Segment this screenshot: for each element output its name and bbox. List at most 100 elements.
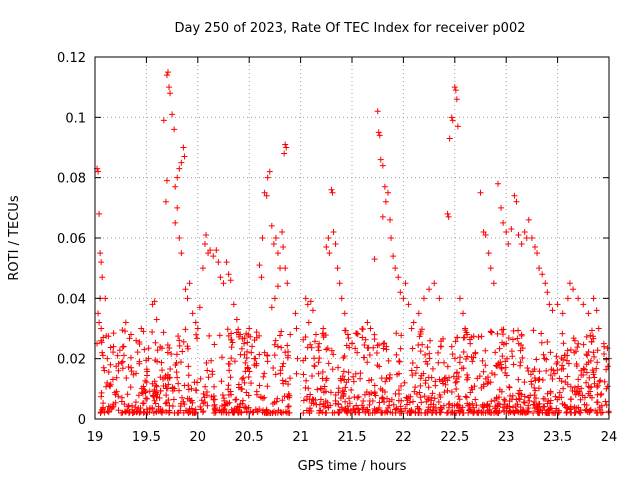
data-point — [97, 250, 104, 257]
background-point — [583, 361, 590, 368]
data-point — [387, 216, 394, 223]
background-point — [242, 368, 249, 375]
data-point — [217, 274, 224, 281]
background-point — [591, 380, 598, 387]
background-point — [311, 338, 318, 345]
background-point — [109, 376, 116, 383]
background-point — [264, 409, 271, 416]
background-point — [417, 375, 424, 382]
data-point — [490, 280, 497, 287]
background-point — [354, 331, 361, 338]
background-point — [517, 362, 524, 369]
background-point — [119, 343, 126, 350]
background-point — [167, 366, 174, 373]
data-point — [452, 87, 459, 94]
background-point — [278, 328, 285, 335]
background-point — [225, 382, 232, 389]
data-point — [268, 222, 275, 229]
background-point — [478, 333, 485, 340]
background-point — [453, 370, 460, 377]
background-point — [496, 386, 503, 393]
background-point — [318, 385, 325, 392]
background-point — [484, 374, 491, 381]
background-point — [556, 394, 563, 401]
background-point — [417, 382, 424, 389]
background-point — [543, 409, 550, 416]
x-axis-label: GPS time / hours — [298, 459, 407, 474]
data-point — [336, 280, 343, 287]
background-point — [208, 357, 215, 364]
data-point — [261, 189, 268, 196]
background-point — [233, 396, 240, 403]
background-point — [572, 391, 579, 398]
background-point — [594, 359, 601, 366]
background-point — [154, 347, 161, 354]
background-point — [587, 388, 594, 395]
background-point — [598, 390, 605, 397]
background-point — [189, 399, 196, 406]
background-point — [237, 351, 244, 358]
data-point — [164, 69, 171, 76]
background-point — [115, 367, 122, 374]
data-point — [268, 304, 275, 311]
background-point — [436, 376, 443, 383]
data-point — [302, 295, 309, 302]
background-point — [407, 393, 414, 400]
y-tick-label: 0.02 — [57, 353, 86, 368]
background-point — [307, 391, 314, 398]
background-point — [551, 370, 558, 377]
background-point — [460, 365, 467, 372]
background-point — [351, 406, 358, 413]
background-point — [390, 401, 397, 408]
background-point — [519, 354, 526, 361]
data-point — [99, 274, 106, 281]
data-point — [451, 84, 458, 91]
background-point — [541, 403, 548, 410]
background-point — [594, 347, 601, 354]
background-point — [200, 390, 207, 397]
background-point — [389, 409, 396, 416]
background-point — [544, 339, 551, 346]
data-point — [415, 310, 422, 317]
background-point — [444, 363, 451, 370]
background-point — [354, 405, 361, 412]
background-point — [154, 391, 161, 398]
background-point — [206, 332, 213, 339]
y-tick-label: 0 — [78, 413, 86, 428]
x-tick-label: 23 — [498, 430, 515, 445]
background-point — [560, 385, 567, 392]
background-point — [343, 342, 350, 349]
background-point — [472, 350, 479, 357]
background-point — [587, 332, 594, 339]
data-point — [246, 325, 253, 332]
background-point — [540, 395, 547, 402]
grid — [95, 57, 609, 419]
data-point — [330, 228, 337, 235]
background-point — [271, 341, 278, 348]
data-point — [410, 319, 417, 326]
background-point — [221, 397, 228, 404]
background-point — [566, 406, 573, 413]
data-point — [379, 162, 386, 169]
background-point — [136, 360, 143, 367]
background-point — [342, 398, 349, 405]
background-point — [416, 333, 423, 340]
background-point — [486, 403, 493, 410]
background-point — [307, 405, 314, 412]
background-point — [475, 333, 482, 340]
background-point — [149, 329, 156, 336]
background-point — [254, 408, 261, 415]
background-point — [577, 396, 584, 403]
background-point — [249, 343, 256, 350]
background-point — [396, 358, 403, 365]
data-point — [203, 231, 210, 238]
background-point — [445, 401, 452, 408]
background-point — [363, 389, 370, 396]
background-point — [590, 349, 597, 356]
background-point — [584, 352, 591, 359]
background-point — [203, 360, 210, 367]
data-point — [382, 198, 389, 205]
background-point — [549, 375, 556, 382]
data-point — [575, 295, 582, 302]
data-point — [176, 235, 183, 241]
